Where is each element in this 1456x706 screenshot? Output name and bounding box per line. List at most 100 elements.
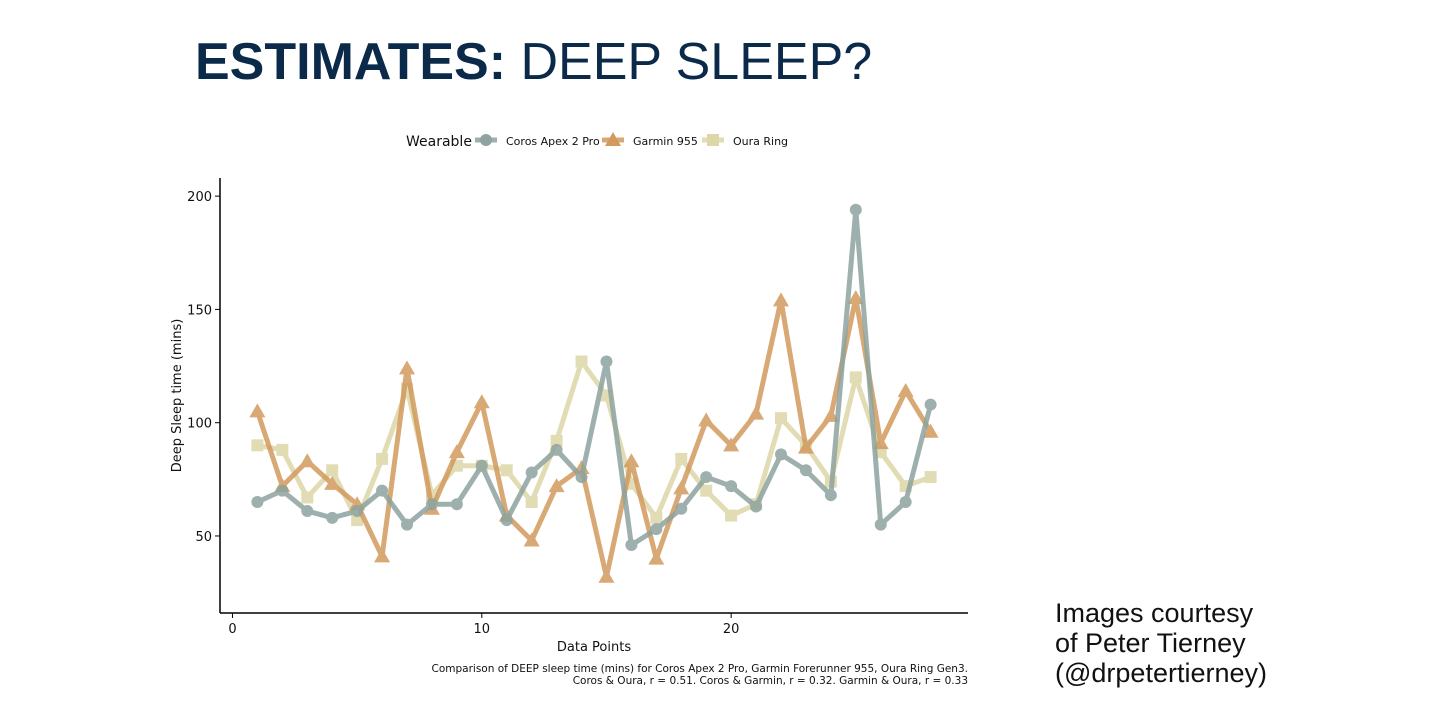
data-point-coros-apex-2-pro	[475, 459, 488, 472]
data-point-coros-apex-2-pro	[276, 484, 289, 497]
data-point-oura-ring	[301, 491, 314, 504]
legend-item-coros-apex-2-pro: Coros Apex 2 Pro	[475, 134, 600, 148]
data-point-coros-apex-2-pro	[301, 505, 314, 518]
slide-title-rest: DEEP SLEEP?	[520, 33, 873, 91]
legend-label: Coros Apex 2 Pro	[506, 135, 600, 148]
data-point-garmin-955	[623, 453, 640, 468]
slide-title-bold: ESTIMATES:	[195, 33, 507, 91]
legend-swatch-marker	[707, 134, 719, 146]
x-axis-label: Data Points	[557, 640, 631, 655]
data-point-garmin-955	[723, 437, 740, 452]
data-point-garmin-955	[548, 478, 565, 493]
data-point-oura-ring	[525, 495, 538, 508]
data-point-oura-ring	[849, 371, 862, 384]
data-point-garmin-955	[473, 394, 490, 409]
x-tick-label: 0	[228, 622, 236, 637]
image-credit: Images courtesy of Peter Tierney (@drpet…	[1055, 598, 1315, 688]
slide-title: ESTIMATES: DEEP SLEEP?	[195, 30, 872, 94]
series-coros-apex-2-pro	[251, 203, 937, 552]
data-point-coros-apex-2-pro	[550, 443, 563, 456]
data-point-garmin-955	[249, 403, 266, 418]
data-point-coros-apex-2-pro	[899, 495, 912, 508]
data-point-coros-apex-2-pro	[700, 471, 713, 484]
data-point-coros-apex-2-pro	[775, 448, 787, 461]
data-point-garmin-955	[773, 292, 789, 307]
data-point-oura-ring	[675, 452, 688, 465]
legend-label: Oura Ring	[733, 135, 788, 148]
data-point-coros-apex-2-pro	[251, 495, 264, 508]
y-axis-label: Deep Sleep time (mins)	[170, 319, 185, 473]
credit-line-1: Images courtesy	[1055, 598, 1254, 628]
legend: Wearable Coros Apex 2 Pro Garmin 955 Oura R…	[406, 132, 788, 150]
data-point-coros-apex-2-pro	[600, 355, 613, 368]
y-tick-label: 50	[195, 530, 212, 545]
data-point-garmin-955	[648, 550, 665, 565]
data-point-oura-ring	[326, 464, 339, 477]
data-point-oura-ring	[351, 514, 364, 527]
y-tick-label: 150	[187, 303, 212, 318]
data-point-garmin-955	[374, 548, 391, 563]
legend-swatch-marker	[605, 132, 621, 146]
legend-title: Wearable	[406, 134, 472, 150]
data-point-coros-apex-2-pro	[799, 464, 812, 477]
data-point-garmin-955	[897, 382, 914, 397]
data-point-oura-ring	[550, 434, 563, 447]
data-point-coros-apex-2-pro	[675, 502, 688, 515]
data-point-oura-ring	[500, 464, 513, 477]
data-point-garmin-955	[299, 453, 316, 468]
data-point-garmin-955	[797, 439, 814, 454]
data-point-coros-apex-2-pro	[401, 518, 413, 531]
data-point-garmin-955	[448, 444, 465, 459]
data-point-oura-ring	[700, 484, 713, 497]
legend-swatch-marker	[480, 134, 492, 146]
data-point-coros-apex-2-pro	[874, 518, 887, 531]
x-tick-label: 20	[723, 622, 740, 637]
data-point-garmin-955	[324, 475, 341, 490]
credit-line-2: of Peter Tierney	[1055, 628, 1246, 658]
data-point-coros-apex-2-pro	[425, 498, 438, 511]
y-tick-label: 200	[187, 190, 212, 205]
chart-caption-line: Coros & Oura, r = 0.51. Coros & Garmin, …	[573, 675, 968, 687]
data-point-garmin-955	[822, 407, 839, 422]
data-point-garmin-955	[399, 360, 415, 375]
data-point-coros-apex-2-pro	[326, 511, 339, 524]
data-point-coros-apex-2-pro	[376, 484, 389, 497]
data-point-oura-ring	[376, 452, 389, 465]
series-line-oura-ring	[254, 359, 934, 523]
y-tick-label: 100	[187, 417, 212, 432]
data-point-garmin-955	[922, 423, 939, 438]
data-point-coros-apex-2-pro	[849, 203, 862, 216]
data-point-coros-apex-2-pro	[351, 505, 364, 518]
series-line-garmin-955	[254, 295, 934, 580]
data-point-oura-ring	[775, 412, 787, 425]
legend-item-oura-ring: Oura Ring	[702, 134, 788, 148]
series-line-coros-apex-2-pro	[254, 207, 934, 548]
data-point-coros-apex-2-pro	[575, 471, 588, 484]
data-point-garmin-955	[698, 412, 715, 427]
data-point-garmin-955	[523, 532, 540, 547]
data-point-coros-apex-2-pro	[824, 489, 837, 502]
data-point-coros-apex-2-pro	[625, 539, 638, 552]
data-point-garmin-955	[847, 290, 864, 305]
data-point-coros-apex-2-pro	[500, 514, 513, 527]
data-point-oura-ring	[575, 355, 588, 368]
x-tick-label: 10	[474, 622, 491, 637]
data-point-oura-ring	[276, 443, 289, 456]
chart-caption-line: Comparison of DEEP sleep time (mins) for…	[432, 663, 968, 675]
credit-line-3: (@drpetertierney)	[1055, 658, 1267, 688]
data-point-oura-ring	[650, 511, 663, 524]
data-point-coros-apex-2-pro	[750, 500, 763, 513]
data-point-oura-ring	[251, 439, 264, 452]
data-point-coros-apex-2-pro	[650, 523, 663, 536]
legend-item-garmin-955: Garmin 955	[602, 132, 698, 148]
legend-label: Garmin 955	[633, 135, 698, 148]
data-point-garmin-955	[598, 568, 615, 583]
data-point-coros-apex-2-pro	[525, 466, 538, 479]
data-point-oura-ring	[725, 509, 738, 522]
data-point-coros-apex-2-pro	[924, 398, 937, 411]
data-point-garmin-955	[748, 405, 765, 420]
data-point-coros-apex-2-pro	[450, 498, 463, 511]
data-point-garmin-955	[673, 480, 690, 495]
